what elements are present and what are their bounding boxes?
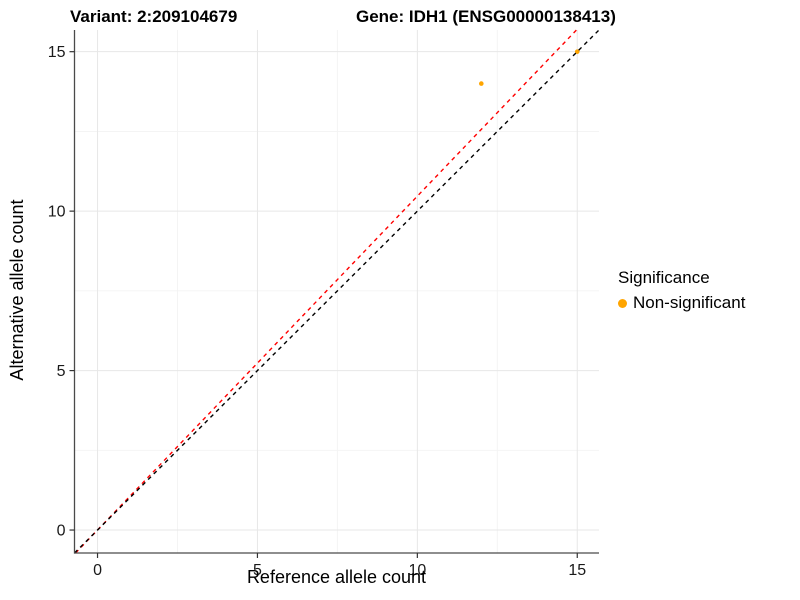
y-tick-label: 15 [48, 44, 66, 61]
data-point [479, 81, 484, 86]
identity-line [74, 29, 600, 554]
x-tick-label: 15 [568, 562, 586, 579]
y-axis-title: Alternative allele count [7, 199, 27, 381]
legend-item-label: Non-significant [633, 293, 746, 312]
x-tick-label: 0 [93, 562, 102, 579]
y-tick-label: 10 [48, 204, 66, 221]
legend-title: Significance [618, 268, 710, 287]
gene-title: Gene: IDH1 (ENSG00000138413) [356, 7, 616, 26]
fit-line [75, 29, 577, 554]
legend-item-non-significant: Non-significant [618, 293, 745, 313]
legend: Significance Non-significant [618, 268, 745, 313]
y-tick-label: 5 [57, 363, 66, 380]
y-tick-label: 0 [57, 523, 66, 540]
x-axis-title: Reference allele count [246, 567, 427, 587]
x-tick-label: 10 [408, 562, 426, 579]
variant-title: Variant: 2:209104679 [70, 7, 238, 26]
legend-point-icon [618, 298, 627, 308]
data-point [574, 49, 580, 54]
x-tick-label: 5 [253, 562, 262, 579]
